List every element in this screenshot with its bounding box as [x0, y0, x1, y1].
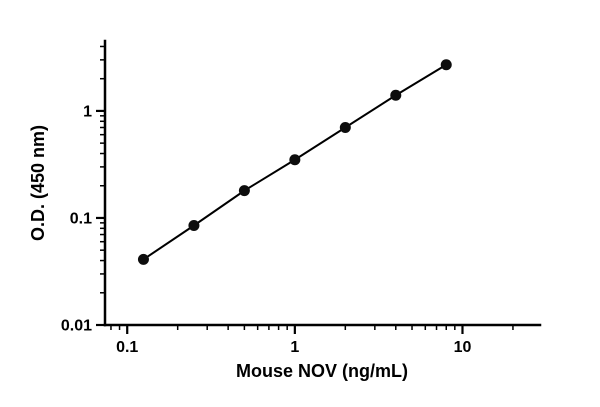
- axis-tick-labels: 0.1 1 10 0.01 0.1 1: [61, 103, 472, 356]
- y-tick-label: 0.01: [61, 318, 92, 335]
- x-tick-label: 1: [290, 339, 299, 356]
- data-point: [289, 154, 301, 166]
- x-tick-label: 0.1: [116, 339, 138, 356]
- data-point: [188, 220, 200, 232]
- x-axis-title: Mouse NOV (ng/mL): [236, 361, 408, 381]
- axis-ticks: [96, 45, 514, 334]
- y-axis-title: O.D. (450 nm): [28, 125, 48, 241]
- data-series: [137, 59, 452, 265]
- data-point: [137, 253, 149, 265]
- y-tick-label: 0.1: [70, 210, 92, 227]
- data-point: [339, 122, 351, 134]
- axes: [103, 39, 542, 327]
- x-tick-label: 10: [454, 339, 472, 356]
- data-point: [440, 59, 452, 71]
- data-point: [390, 89, 402, 101]
- y-tick-label: 1: [83, 103, 92, 120]
- data-point: [238, 185, 250, 197]
